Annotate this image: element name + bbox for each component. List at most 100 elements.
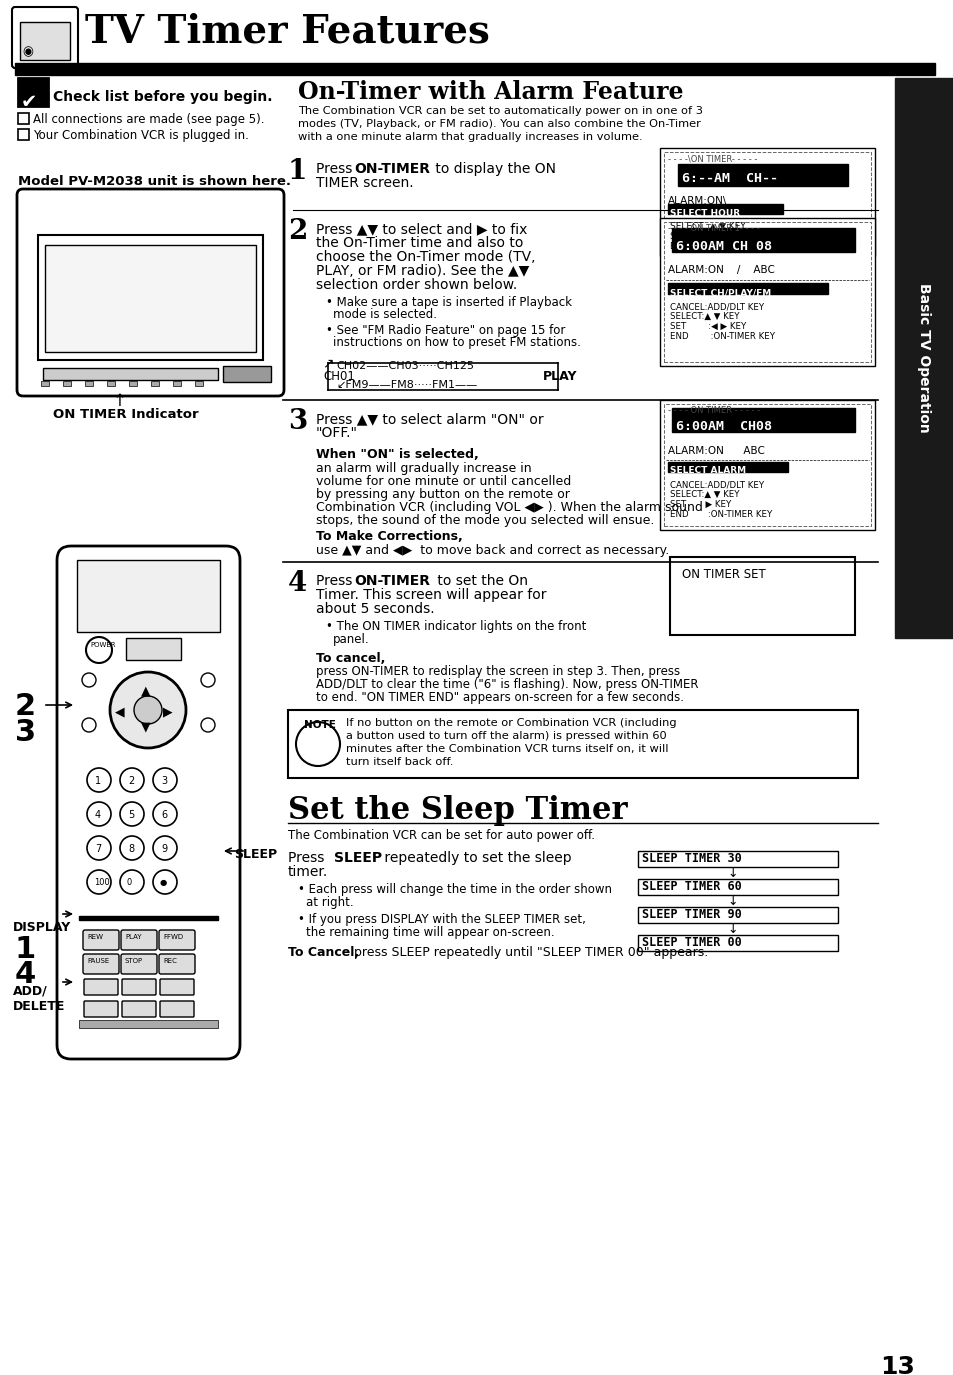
Bar xyxy=(638,879,837,895)
Text: Model PV-M2038 unit is shown here.: Model PV-M2038 unit is shown here. xyxy=(18,175,291,188)
Text: press SLEEP repeatedly until "SLEEP TIMER 00" appears.: press SLEEP repeatedly until "SLEEP TIME… xyxy=(350,946,707,958)
Text: SLEEP: SLEEP xyxy=(334,851,382,865)
Text: 0: 0 xyxy=(127,879,132,887)
Text: The Combination VCR can be set for auto power off.: The Combination VCR can be set for auto … xyxy=(288,829,595,842)
Text: ADD/DLT to clear the time ("6" is flashing). Now, press ON-TIMER: ADD/DLT to clear the time ("6" is flashi… xyxy=(315,678,698,692)
Text: Basic TV Operation: Basic TV Operation xyxy=(916,283,930,433)
Text: 100: 100 xyxy=(94,879,110,887)
Text: ◀: ◀ xyxy=(115,705,125,718)
Bar xyxy=(107,381,115,386)
Text: at right.: at right. xyxy=(306,896,354,909)
Text: SLEEP: SLEEP xyxy=(233,848,276,861)
Bar xyxy=(671,408,854,432)
Text: SELECT CH/PLAY/FM: SELECT CH/PLAY/FM xyxy=(669,287,770,297)
Text: REW: REW xyxy=(87,934,103,941)
Text: 6:--AM  CH--: 6:--AM CH-- xyxy=(681,172,778,186)
Text: SLEEP TIMER 30: SLEEP TIMER 30 xyxy=(641,852,741,865)
Text: Timer. This screen will appear for: Timer. This screen will appear for xyxy=(315,588,546,602)
Bar xyxy=(663,153,870,252)
Text: To cancel,: To cancel, xyxy=(315,652,385,666)
Circle shape xyxy=(87,870,111,894)
Circle shape xyxy=(82,718,96,732)
Text: END       :ON-TIMER KEY: END :ON-TIMER KEY xyxy=(669,510,771,518)
Bar xyxy=(669,557,854,635)
Text: • Make sure a tape is inserted if Playback: • Make sure a tape is inserted if Playba… xyxy=(326,296,572,309)
Text: • If you press DISPLAY with the SLEEP TIMER set,: • If you press DISPLAY with the SLEEP TI… xyxy=(297,913,585,925)
Text: CH02——CH03·····CH125: CH02——CH03·····CH125 xyxy=(335,362,474,371)
Circle shape xyxy=(120,836,144,859)
Text: NOTE: NOTE xyxy=(304,720,335,730)
Bar xyxy=(85,381,92,386)
FancyBboxPatch shape xyxy=(121,954,157,973)
Text: ALARM:ON      ABC: ALARM:ON ABC xyxy=(667,446,764,456)
Text: All connections are made (see page 5).: All connections are made (see page 5). xyxy=(33,113,264,126)
Text: to display the ON: to display the ON xyxy=(431,162,556,176)
Circle shape xyxy=(133,696,162,725)
Text: 9: 9 xyxy=(161,844,167,854)
Text: 1: 1 xyxy=(95,775,101,786)
Text: Press: Press xyxy=(315,573,356,588)
Text: Press ▲▼ to select alarm "ON" or: Press ▲▼ to select alarm "ON" or xyxy=(315,412,543,426)
FancyBboxPatch shape xyxy=(160,1001,193,1018)
Text: Your Combination VCR is plugged in.: Your Combination VCR is plugged in. xyxy=(33,129,249,142)
Circle shape xyxy=(120,802,144,826)
Circle shape xyxy=(82,672,96,688)
Text: 6:00AM CH 08: 6:00AM CH 08 xyxy=(676,241,771,253)
Text: 3: 3 xyxy=(288,408,307,434)
Text: ↗: ↗ xyxy=(322,356,334,370)
Text: ◉: ◉ xyxy=(22,45,32,58)
FancyBboxPatch shape xyxy=(77,560,220,633)
Text: ✔: ✔ xyxy=(21,94,37,111)
Text: 3: 3 xyxy=(15,718,36,747)
Text: the On-Timer time and also to: the On-Timer time and also to xyxy=(315,236,523,250)
Text: ▼: ▼ xyxy=(141,720,151,733)
Text: If no button on the remote or Combination VCR (including: If no button on the remote or Combinatio… xyxy=(346,718,676,727)
FancyBboxPatch shape xyxy=(83,930,119,950)
FancyBboxPatch shape xyxy=(57,546,240,1059)
Text: - - - - ON TIMER 1- - - -: - - - - ON TIMER 1- - - - xyxy=(667,224,759,232)
Bar xyxy=(79,1020,218,1028)
Text: 6: 6 xyxy=(161,810,167,820)
Circle shape xyxy=(152,802,177,826)
Text: minutes after the Combination VCR turns itself on, it will: minutes after the Combination VCR turns … xyxy=(346,744,668,754)
FancyBboxPatch shape xyxy=(83,954,119,973)
Text: timer.: timer. xyxy=(288,865,328,879)
Text: When "ON" is selected,: When "ON" is selected, xyxy=(315,448,478,461)
FancyBboxPatch shape xyxy=(159,930,194,950)
Text: ALARM:ON\: ALARM:ON\ xyxy=(667,197,726,206)
Text: the remaining time will appear on-screen.: the remaining time will appear on-screen… xyxy=(306,925,554,939)
Bar xyxy=(667,204,782,214)
Text: ALARM:ON    /    ABC: ALARM:ON / ABC xyxy=(667,265,774,275)
Text: repeatedly to set the sleep: repeatedly to set the sleep xyxy=(379,851,571,865)
Text: 6:00AM  CH08: 6:00AM CH08 xyxy=(676,419,771,433)
Text: instructions on how to preset FM stations.: instructions on how to preset FM station… xyxy=(333,336,580,349)
Bar xyxy=(18,78,48,106)
Bar xyxy=(638,935,837,952)
Bar xyxy=(38,235,263,360)
Text: 4: 4 xyxy=(288,571,307,597)
Bar xyxy=(129,381,137,386)
Circle shape xyxy=(110,672,186,748)
Circle shape xyxy=(120,870,144,894)
Bar xyxy=(172,381,181,386)
FancyBboxPatch shape xyxy=(160,979,193,996)
Text: 4: 4 xyxy=(15,960,36,989)
Text: • The ON TIMER indicator lights on the front: • The ON TIMER indicator lights on the f… xyxy=(326,620,586,632)
Text: PLAY: PLAY xyxy=(125,934,141,941)
Text: Combination VCR (including VOL ◀▶ ). When the alarm sound: Combination VCR (including VOL ◀▶ ). Whe… xyxy=(315,500,702,514)
Text: 3: 3 xyxy=(161,775,167,786)
Text: To Cancel,: To Cancel, xyxy=(288,946,358,958)
Text: selection order shown below.: selection order shown below. xyxy=(315,278,517,292)
Bar xyxy=(20,22,70,60)
Text: END       :ON-TIMER KEY: END :ON-TIMER KEY xyxy=(669,242,775,252)
Circle shape xyxy=(152,836,177,859)
Text: a button used to turn off the alarm) is pressed within 60: a button used to turn off the alarm) is … xyxy=(346,732,666,741)
Text: 2: 2 xyxy=(128,775,134,786)
Bar xyxy=(63,381,71,386)
Bar xyxy=(126,638,181,660)
Bar xyxy=(678,164,847,186)
Bar xyxy=(151,381,159,386)
Text: panel.: panel. xyxy=(333,632,369,646)
Bar xyxy=(41,381,49,386)
Text: CANCEL:ADD/DLT KEY: CANCEL:ADD/DLT KEY xyxy=(669,480,763,489)
